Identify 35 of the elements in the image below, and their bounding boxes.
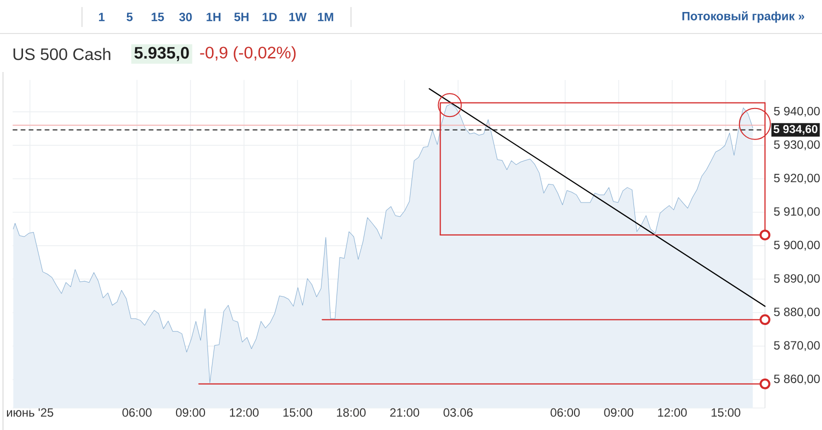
y-tick-label: 5 940,00 [774,106,820,117]
x-tick-label: 15:00 [712,408,740,417]
x-tick-label: 09:00 [176,408,206,417]
y-tick-label: 5 880,00 [774,308,820,318]
text: -0,9 (-0,02%) [200,46,296,62]
y-tick-label: 5 920,00 [774,174,820,184]
ref-line-label: 5 934,60 [774,125,818,135]
text: 1D [262,12,277,22]
y-tick-label: 5 910,00 [774,207,820,218]
x-tick-label: 06:00 [550,408,580,417]
x-tick-label: 06:00 [122,408,152,417]
text: Потоковый график » [682,11,804,23]
text: 1M [318,12,334,22]
x-tick-label: 12:00 [658,408,687,417]
x-tick-label: 18:00 [336,408,366,417]
y-tick-label: 5 860,00 [774,374,820,384]
chart-subtitle: 5.935,0 [134,46,189,62]
y-tick-label: 5 930,00 [774,140,820,150]
x-tick-label: июнь '25 [7,408,54,417]
text: 1H [206,12,220,22]
x-tick-label: 15:00 [283,408,312,417]
y-tick-label: 5 900,00 [774,240,820,251]
y-tick-label: 5 870,00 [774,341,820,352]
text: 30 [179,12,192,22]
x-tick-label: 03.06 [444,408,473,417]
x-tick-label: 09:00 [604,408,634,417]
chart-title: US 500 Cash [14,48,110,60]
x-tick-label: 12:00 [230,408,259,417]
text: 15 [152,12,164,22]
text: 1 [99,12,105,22]
y-tick-label: 5 890,00 [774,274,820,284]
x-tick-label: 21:00 [390,408,420,417]
text: 5H [234,12,248,22]
text: 5 [126,12,133,22]
text: 1W [289,12,307,22]
